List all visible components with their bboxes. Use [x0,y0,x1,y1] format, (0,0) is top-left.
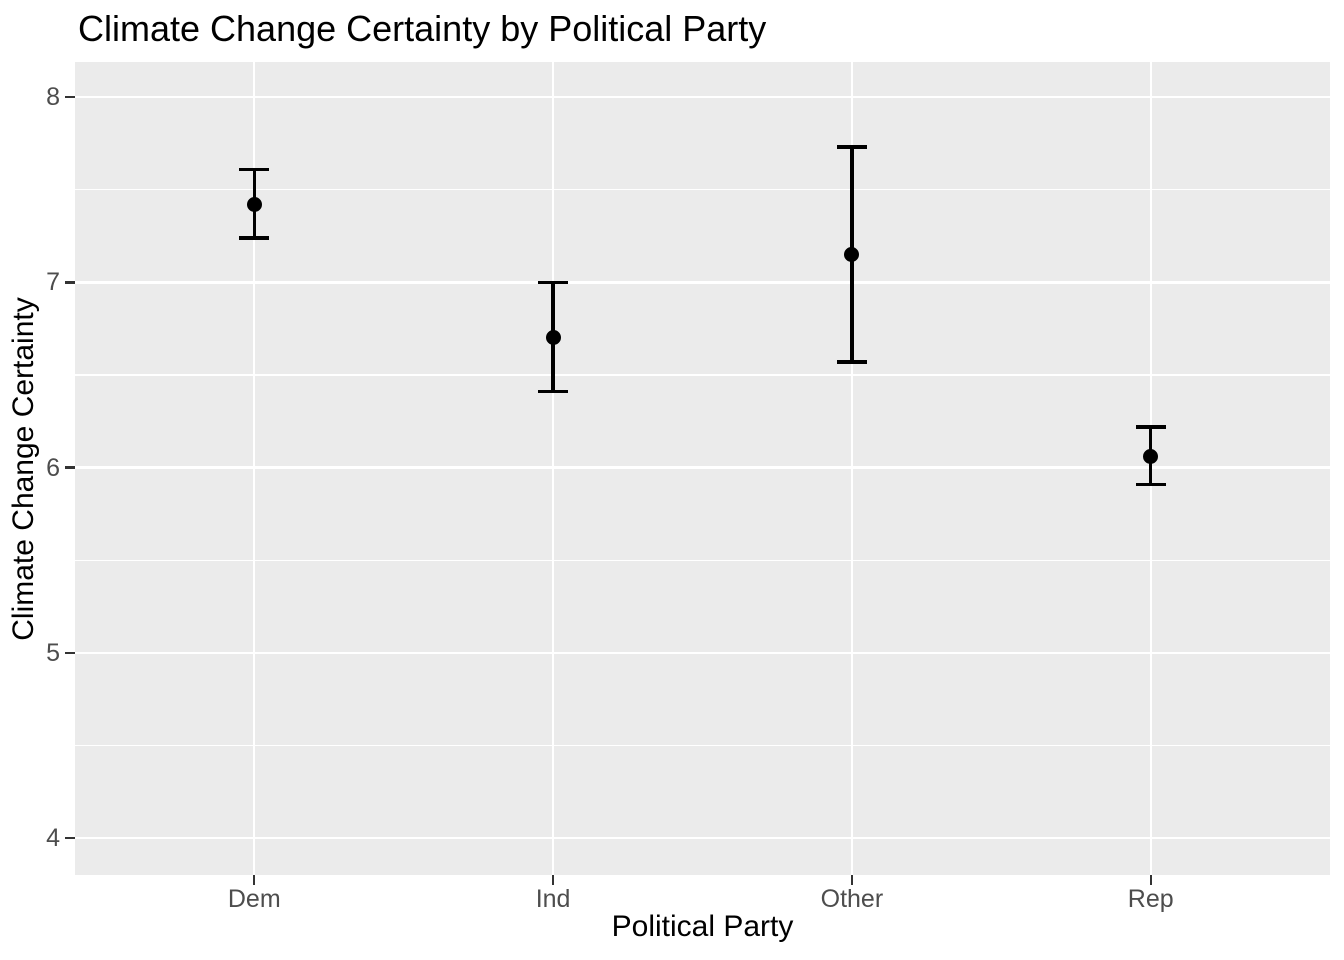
y-gridline-major [75,95,1330,99]
x-tick-mark [551,875,555,885]
x-axis-title: Political Party [611,910,794,943]
data-point-other [844,247,860,263]
y-gridline-major [75,651,1330,655]
y-gridline-major [75,836,1330,840]
data-point-rep [1143,448,1159,464]
x-tick-mark [1149,875,1152,885]
y-gridline-minor [75,559,1330,561]
y-axis-title: Climate Change Certainty [7,296,40,641]
y-gridline-minor [75,744,1330,746]
x-gridline-dem [253,62,256,875]
errorbar-cap-bottom-rep [1135,482,1166,486]
y-tick-mark [65,281,75,284]
x-gridline-other [850,62,854,875]
errorbar-cap-top-ind [538,280,569,285]
errorbar-cap-top-dem [239,167,270,172]
y-tick-mark [65,95,75,99]
x-tick-mark [253,875,256,885]
y-tick-mark [65,466,75,469]
x-tick-label-other: Other [820,885,884,913]
data-point-ind [545,330,561,346]
y-tick-label-6: 6 [46,453,60,482]
x-tick-label-ind: Ind [535,885,571,913]
x-tick-label-dem: Dem [227,885,281,913]
y-tick-mark [65,651,75,654]
y-tick-label-5: 5 [46,638,60,667]
y-tick-label-8: 8 [46,83,60,112]
x-tick-label-rep: Rep [1127,885,1174,913]
x-gridline-ind [551,62,555,875]
chart-title: Climate Change Certainty by Political Pa… [78,8,767,49]
errorbar-cap-bottom-ind [538,389,569,394]
y-gridline-major [75,281,1330,284]
y-tick-label-4: 4 [46,823,60,852]
errorbar-cap-top-other [836,145,867,149]
y-gridline-major [75,466,1330,469]
y-tick-mark [65,836,75,840]
errorbar-cap-bottom-dem [239,236,270,240]
errorbar-cap-top-rep [1135,425,1166,429]
errorbar-cap-bottom-other [836,360,867,364]
data-point-dem [246,197,262,213]
y-gridline-minor [75,374,1330,376]
y-tick-label-7: 7 [46,268,60,297]
y-gridline-minor [75,189,1330,191]
x-tick-mark [850,875,854,885]
